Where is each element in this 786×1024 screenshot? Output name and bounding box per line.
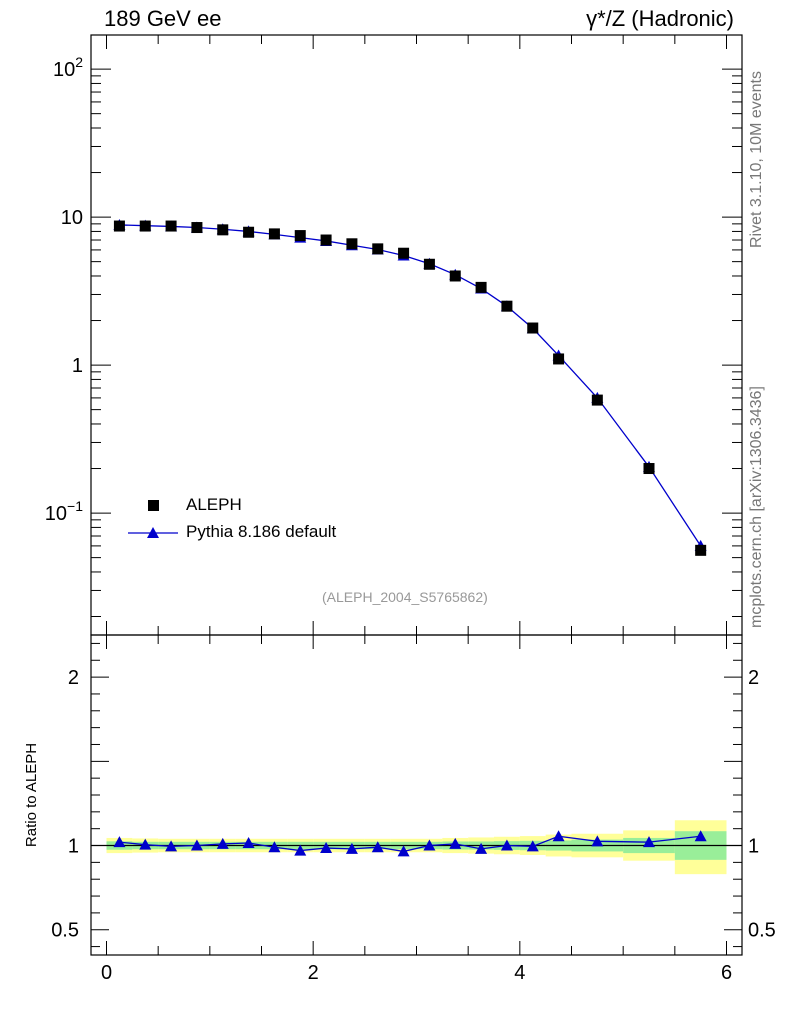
data-point bbox=[243, 226, 255, 238]
mc-ratio-point bbox=[423, 839, 436, 851]
mc-ratio-point bbox=[694, 830, 707, 842]
data-point bbox=[346, 238, 358, 250]
ratio-panel-frame bbox=[90, 634, 743, 956]
data-point bbox=[449, 270, 461, 282]
mc-ratio-point bbox=[268, 841, 281, 853]
data-point bbox=[527, 322, 539, 334]
main-y-tick-label: 10−1 bbox=[45, 498, 83, 525]
data-point bbox=[139, 220, 151, 232]
main-y-tick-label: 102 bbox=[53, 54, 83, 81]
mc-ratio-point bbox=[500, 839, 513, 851]
data-point bbox=[591, 394, 603, 406]
main-y-tick-label: 10 bbox=[61, 207, 83, 229]
x-tick-label: 4 bbox=[514, 962, 525, 984]
plot-title-right: γ*/Z (Hadronic) bbox=[586, 6, 734, 31]
data-point bbox=[475, 281, 487, 293]
rivet-version-label: Rivet 3.1.10, 10M events bbox=[748, 71, 765, 248]
x-tick-label: 0 bbox=[101, 962, 112, 984]
main-y-tick-label: 1 bbox=[72, 355, 83, 377]
mc-ratio-point bbox=[591, 835, 604, 847]
mc-ratio-point bbox=[242, 837, 255, 848]
data-point bbox=[553, 353, 565, 365]
mc-ratio-point bbox=[320, 842, 333, 854]
data-point bbox=[695, 544, 707, 556]
ratio-y-tick-label: 0.5 bbox=[51, 920, 79, 942]
ratio-y-tick-label: 2 bbox=[68, 667, 79, 689]
mc-ratio-point bbox=[139, 838, 152, 850]
mc-ratio-point bbox=[397, 845, 410, 857]
main-panel-frame bbox=[90, 34, 743, 636]
mc-ratio-point bbox=[643, 836, 655, 848]
data-point bbox=[643, 463, 655, 475]
data-point bbox=[113, 220, 125, 232]
x-tick-label: 6 bbox=[721, 962, 732, 984]
mcplots-label: mcplots.cern.ch [arXiv:1306.3436] bbox=[748, 386, 765, 628]
mc-ratio-point bbox=[371, 841, 384, 853]
mc-ratio-point bbox=[552, 830, 565, 842]
mc-ratio-point bbox=[345, 842, 358, 854]
data-point bbox=[294, 230, 306, 242]
data-point bbox=[320, 234, 332, 246]
mc-ratio-point bbox=[475, 842, 488, 854]
data-point bbox=[268, 228, 280, 240]
ratio-y-tick-label-right: 2 bbox=[748, 667, 759, 689]
mc-ratio-point bbox=[449, 837, 462, 849]
mc-ratio-point bbox=[113, 836, 126, 848]
mc-series-ratio bbox=[113, 830, 707, 857]
mc-ratio-point bbox=[190, 839, 203, 851]
data-point bbox=[191, 222, 203, 234]
mc-ratio-point bbox=[165, 840, 178, 852]
ratio-y-tick-label-right: 1 bbox=[748, 836, 759, 858]
data-point bbox=[423, 258, 435, 270]
ratio-y-tick-label: 1 bbox=[68, 836, 79, 858]
legend-data-marker bbox=[148, 500, 159, 511]
ratio-y-tick-label-right: 0.5 bbox=[748, 920, 776, 942]
legend-data-label: ALEPH bbox=[186, 495, 242, 514]
data-point bbox=[398, 247, 410, 259]
mc-ratio-point bbox=[216, 837, 229, 849]
mc-ratio-point bbox=[294, 844, 307, 856]
data-series-main bbox=[113, 220, 707, 556]
data-point bbox=[165, 220, 177, 232]
data-point bbox=[217, 224, 229, 236]
ratio-y-axis-label: Ratio to ALEPH bbox=[23, 743, 40, 847]
analysis-id-label: (ALEPH_2004_S5765862) bbox=[322, 589, 488, 605]
data-point bbox=[501, 300, 513, 312]
mc-ratio-point bbox=[526, 840, 539, 852]
x-tick-label: 2 bbox=[308, 962, 319, 984]
data-point bbox=[372, 243, 384, 255]
legend-mc-marker bbox=[147, 527, 159, 538]
legend-mc-label: Pythia 8.186 default bbox=[186, 522, 337, 541]
plot-title-left: 189 GeV ee bbox=[104, 6, 222, 31]
